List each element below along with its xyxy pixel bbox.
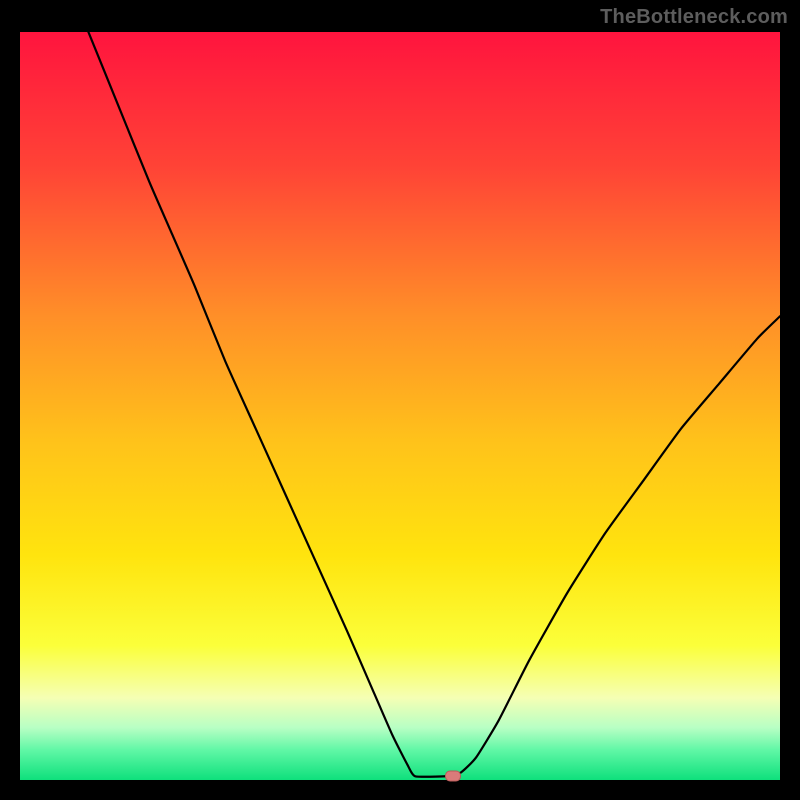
watermark-text: TheBottleneck.com: [600, 6, 788, 29]
line-chart-svg: [20, 32, 780, 780]
plot-area: [20, 32, 780, 780]
outer-frame: TheBottleneck.com: [0, 0, 800, 800]
optimum-marker: [445, 771, 461, 782]
curve-path: [88, 32, 780, 777]
